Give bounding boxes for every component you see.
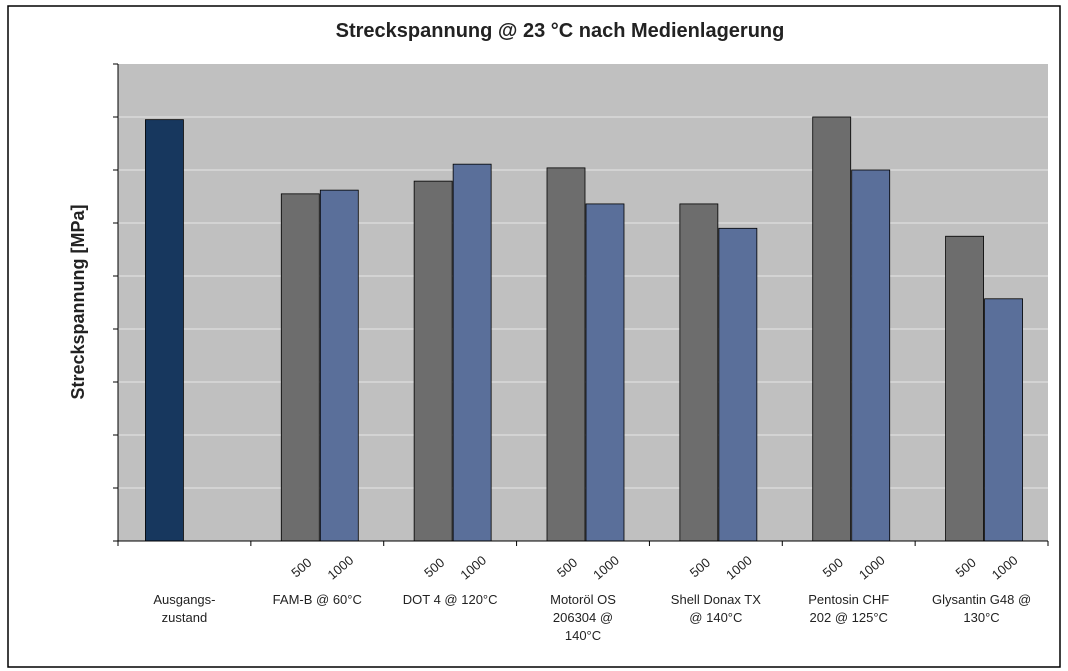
x-tick-label: Motoröl OS 206304 @140°C (550, 592, 616, 643)
bar (145, 119, 184, 542)
bar (812, 116, 852, 542)
bar (718, 227, 758, 542)
x-tick-label: FAM-B @ 60°C (273, 592, 362, 607)
bar (984, 298, 1023, 542)
x-tick-label: Pentosin CHF 202 @ 125°C (808, 592, 889, 625)
bar (945, 235, 984, 542)
bar (452, 163, 492, 542)
bar (280, 193, 320, 542)
bar (413, 180, 453, 542)
x-tick-label: Glysantin G48 @130°C (932, 592, 1031, 625)
bar (319, 189, 359, 542)
x-tick-label: DOT 4 @ 120°C (403, 592, 498, 607)
bar (851, 169, 891, 542)
bar (585, 203, 625, 542)
bar (679, 203, 719, 542)
bar (546, 167, 586, 542)
y-axis-label: Streckspannung [MPa] (68, 204, 88, 399)
x-tick-label: Shell Donax TX @ 140°C (671, 592, 761, 625)
chart-title: Streckspannung @ 23 °C nach Medienlageru… (336, 20, 785, 42)
x-tick-label: Ausgangs-zustand (153, 592, 215, 625)
